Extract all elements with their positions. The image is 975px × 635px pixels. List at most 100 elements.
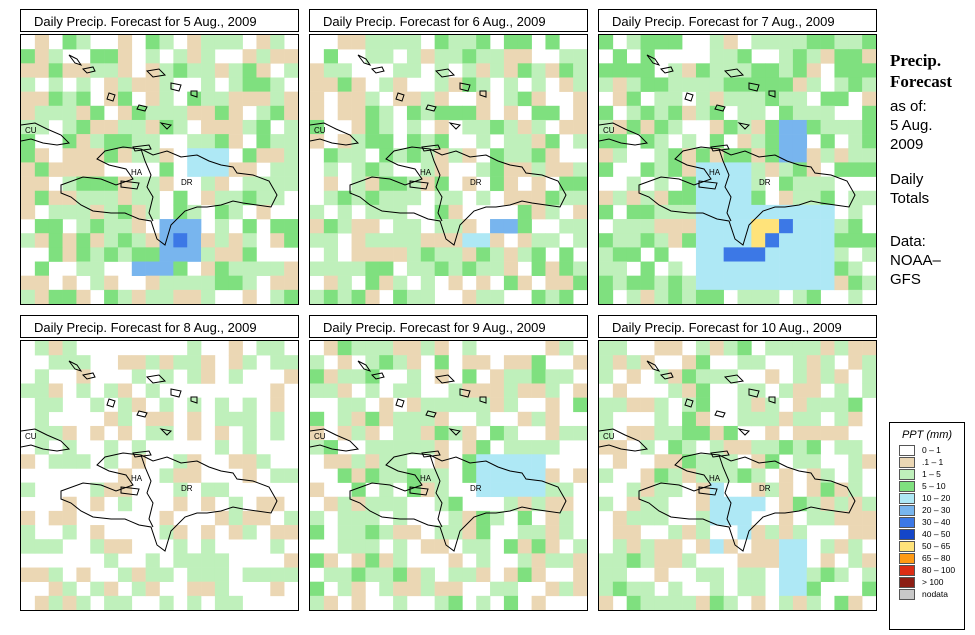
precip-cell bbox=[682, 411, 697, 427]
precip-cell bbox=[612, 49, 627, 64]
legend-item: 65 – 80 bbox=[890, 553, 964, 565]
precip-cell bbox=[503, 468, 519, 483]
precip-cell bbox=[834, 148, 849, 163]
precip-cell bbox=[612, 275, 627, 291]
precip-cell bbox=[393, 567, 408, 582]
coastline bbox=[60, 452, 278, 552]
precip-cell bbox=[709, 341, 724, 356]
precip-cell bbox=[173, 49, 188, 64]
precip-cell bbox=[779, 468, 794, 483]
precip-cell bbox=[104, 539, 119, 554]
precip-cell bbox=[462, 49, 477, 64]
precip-cell bbox=[682, 553, 697, 568]
precip-cell bbox=[806, 176, 821, 192]
precip-cell bbox=[48, 454, 63, 469]
precip-cell bbox=[545, 204, 560, 220]
precip-cell bbox=[545, 383, 560, 398]
precip-cell bbox=[420, 468, 435, 483]
precip-cell bbox=[117, 595, 133, 610]
precip-cell bbox=[517, 35, 532, 50]
precip-cell bbox=[145, 91, 160, 107]
precip-cell bbox=[90, 219, 105, 234]
precip-cell bbox=[848, 119, 863, 135]
coastline bbox=[21, 122, 71, 146]
precip-cell bbox=[323, 63, 338, 78]
precip-cell bbox=[187, 411, 202, 427]
precip-cell bbox=[668, 261, 683, 276]
precip-cell bbox=[145, 383, 160, 398]
precip-cell bbox=[765, 369, 780, 384]
precip-cell bbox=[76, 261, 91, 276]
precip-cell bbox=[448, 261, 463, 276]
precip-cell bbox=[806, 204, 821, 220]
precip-cell bbox=[490, 468, 505, 483]
precip-cell bbox=[545, 553, 560, 568]
precip-cell bbox=[34, 119, 49, 135]
precip-cell bbox=[862, 355, 876, 370]
precip-cell bbox=[117, 397, 133, 413]
precip-cell bbox=[90, 176, 105, 192]
precip-cell bbox=[379, 553, 394, 568]
precip-cell bbox=[559, 525, 574, 540]
precip-cell bbox=[48, 341, 63, 356]
asof-year: 2009 bbox=[890, 136, 924, 153]
precip-cell bbox=[323, 233, 338, 248]
precip-cell bbox=[393, 383, 408, 398]
precip-cell bbox=[159, 119, 174, 135]
precip-cell bbox=[668, 105, 683, 121]
precip-cell bbox=[201, 553, 216, 568]
precip-map: CU HA DR bbox=[20, 34, 299, 305]
legend-swatch bbox=[899, 493, 915, 504]
precip-cell bbox=[765, 261, 780, 276]
precip-cell bbox=[737, 567, 752, 582]
coastline bbox=[748, 82, 760, 92]
precip-cell bbox=[862, 77, 876, 92]
coastline bbox=[159, 122, 173, 130]
precip-cell bbox=[640, 134, 655, 149]
precip-cell bbox=[242, 411, 257, 427]
precip-cell bbox=[104, 411, 119, 427]
precip-cell bbox=[792, 440, 808, 455]
precip-cell bbox=[848, 482, 863, 498]
precip-cell bbox=[503, 482, 519, 498]
precip-cell bbox=[337, 397, 352, 413]
precip-cell bbox=[379, 355, 394, 370]
precip-cell bbox=[654, 134, 669, 149]
precip-cell bbox=[173, 63, 188, 78]
precip-cell bbox=[256, 190, 271, 206]
precip-cell bbox=[104, 63, 119, 78]
precip-cell bbox=[559, 369, 574, 384]
precip-cell bbox=[284, 105, 298, 121]
precip-cell bbox=[104, 49, 119, 64]
precip-cell bbox=[393, 454, 408, 469]
precip-cell bbox=[503, 247, 519, 262]
coastline bbox=[710, 144, 730, 152]
precip-cell bbox=[779, 539, 794, 554]
precip-cell bbox=[201, 482, 216, 498]
precip-cell bbox=[792, 341, 808, 356]
precip-cell bbox=[62, 525, 77, 540]
precip-cell bbox=[682, 105, 697, 121]
precip-cell bbox=[365, 134, 380, 149]
precip-cell bbox=[848, 411, 863, 427]
precip-cell bbox=[420, 539, 435, 554]
legend-item: > 100 bbox=[890, 577, 964, 589]
precip-cell bbox=[792, 595, 808, 610]
precip-cell bbox=[695, 91, 711, 107]
precip-cell bbox=[779, 510, 794, 526]
precip-cell bbox=[668, 482, 683, 498]
precip-cell bbox=[820, 105, 835, 121]
precip-cell bbox=[406, 148, 422, 163]
country-label-ha: HA bbox=[131, 474, 143, 483]
precip-cell bbox=[310, 383, 325, 398]
precip-cell bbox=[517, 383, 532, 398]
precip-cell bbox=[62, 289, 77, 304]
precip-cell bbox=[573, 91, 587, 107]
precip-cell bbox=[490, 510, 505, 526]
precip-cell bbox=[531, 440, 546, 455]
precip-cell bbox=[90, 233, 105, 248]
precip-cell bbox=[503, 355, 519, 370]
precip-cell bbox=[90, 63, 105, 78]
precip-cell bbox=[310, 553, 325, 568]
precip-cell bbox=[365, 119, 380, 135]
